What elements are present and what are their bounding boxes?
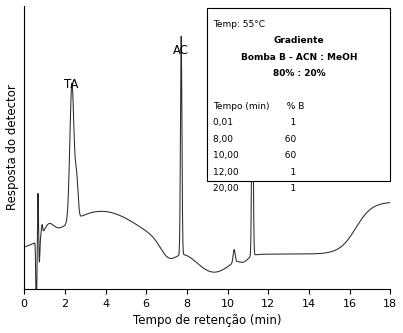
FancyBboxPatch shape [207, 8, 391, 181]
Text: Temp: 55°C: Temp: 55°C [213, 20, 265, 29]
Text: 8,00                  60: 8,00 60 [213, 135, 296, 144]
Text: Tempo (min)      % B: Tempo (min) % B [213, 102, 304, 111]
Y-axis label: Resposta do detector: Resposta do detector [6, 85, 19, 210]
Text: 20,00                  1: 20,00 1 [213, 184, 296, 193]
Text: 0,01                    1: 0,01 1 [213, 119, 296, 128]
Text: Bomba B - ACN : MeOH: Bomba B - ACN : MeOH [241, 53, 357, 62]
Text: 12,00                  1: 12,00 1 [213, 168, 296, 177]
Text: 80% : 20%: 80% : 20% [272, 69, 325, 78]
Text: AC: AC [173, 44, 189, 57]
Text: Gradiente: Gradiente [274, 36, 324, 45]
X-axis label: Tempo de retenção (min): Tempo de retenção (min) [133, 314, 282, 327]
Text: 10,00                60: 10,00 60 [213, 151, 296, 160]
Text: AP: AP [245, 54, 260, 67]
Text: TA: TA [64, 78, 78, 91]
